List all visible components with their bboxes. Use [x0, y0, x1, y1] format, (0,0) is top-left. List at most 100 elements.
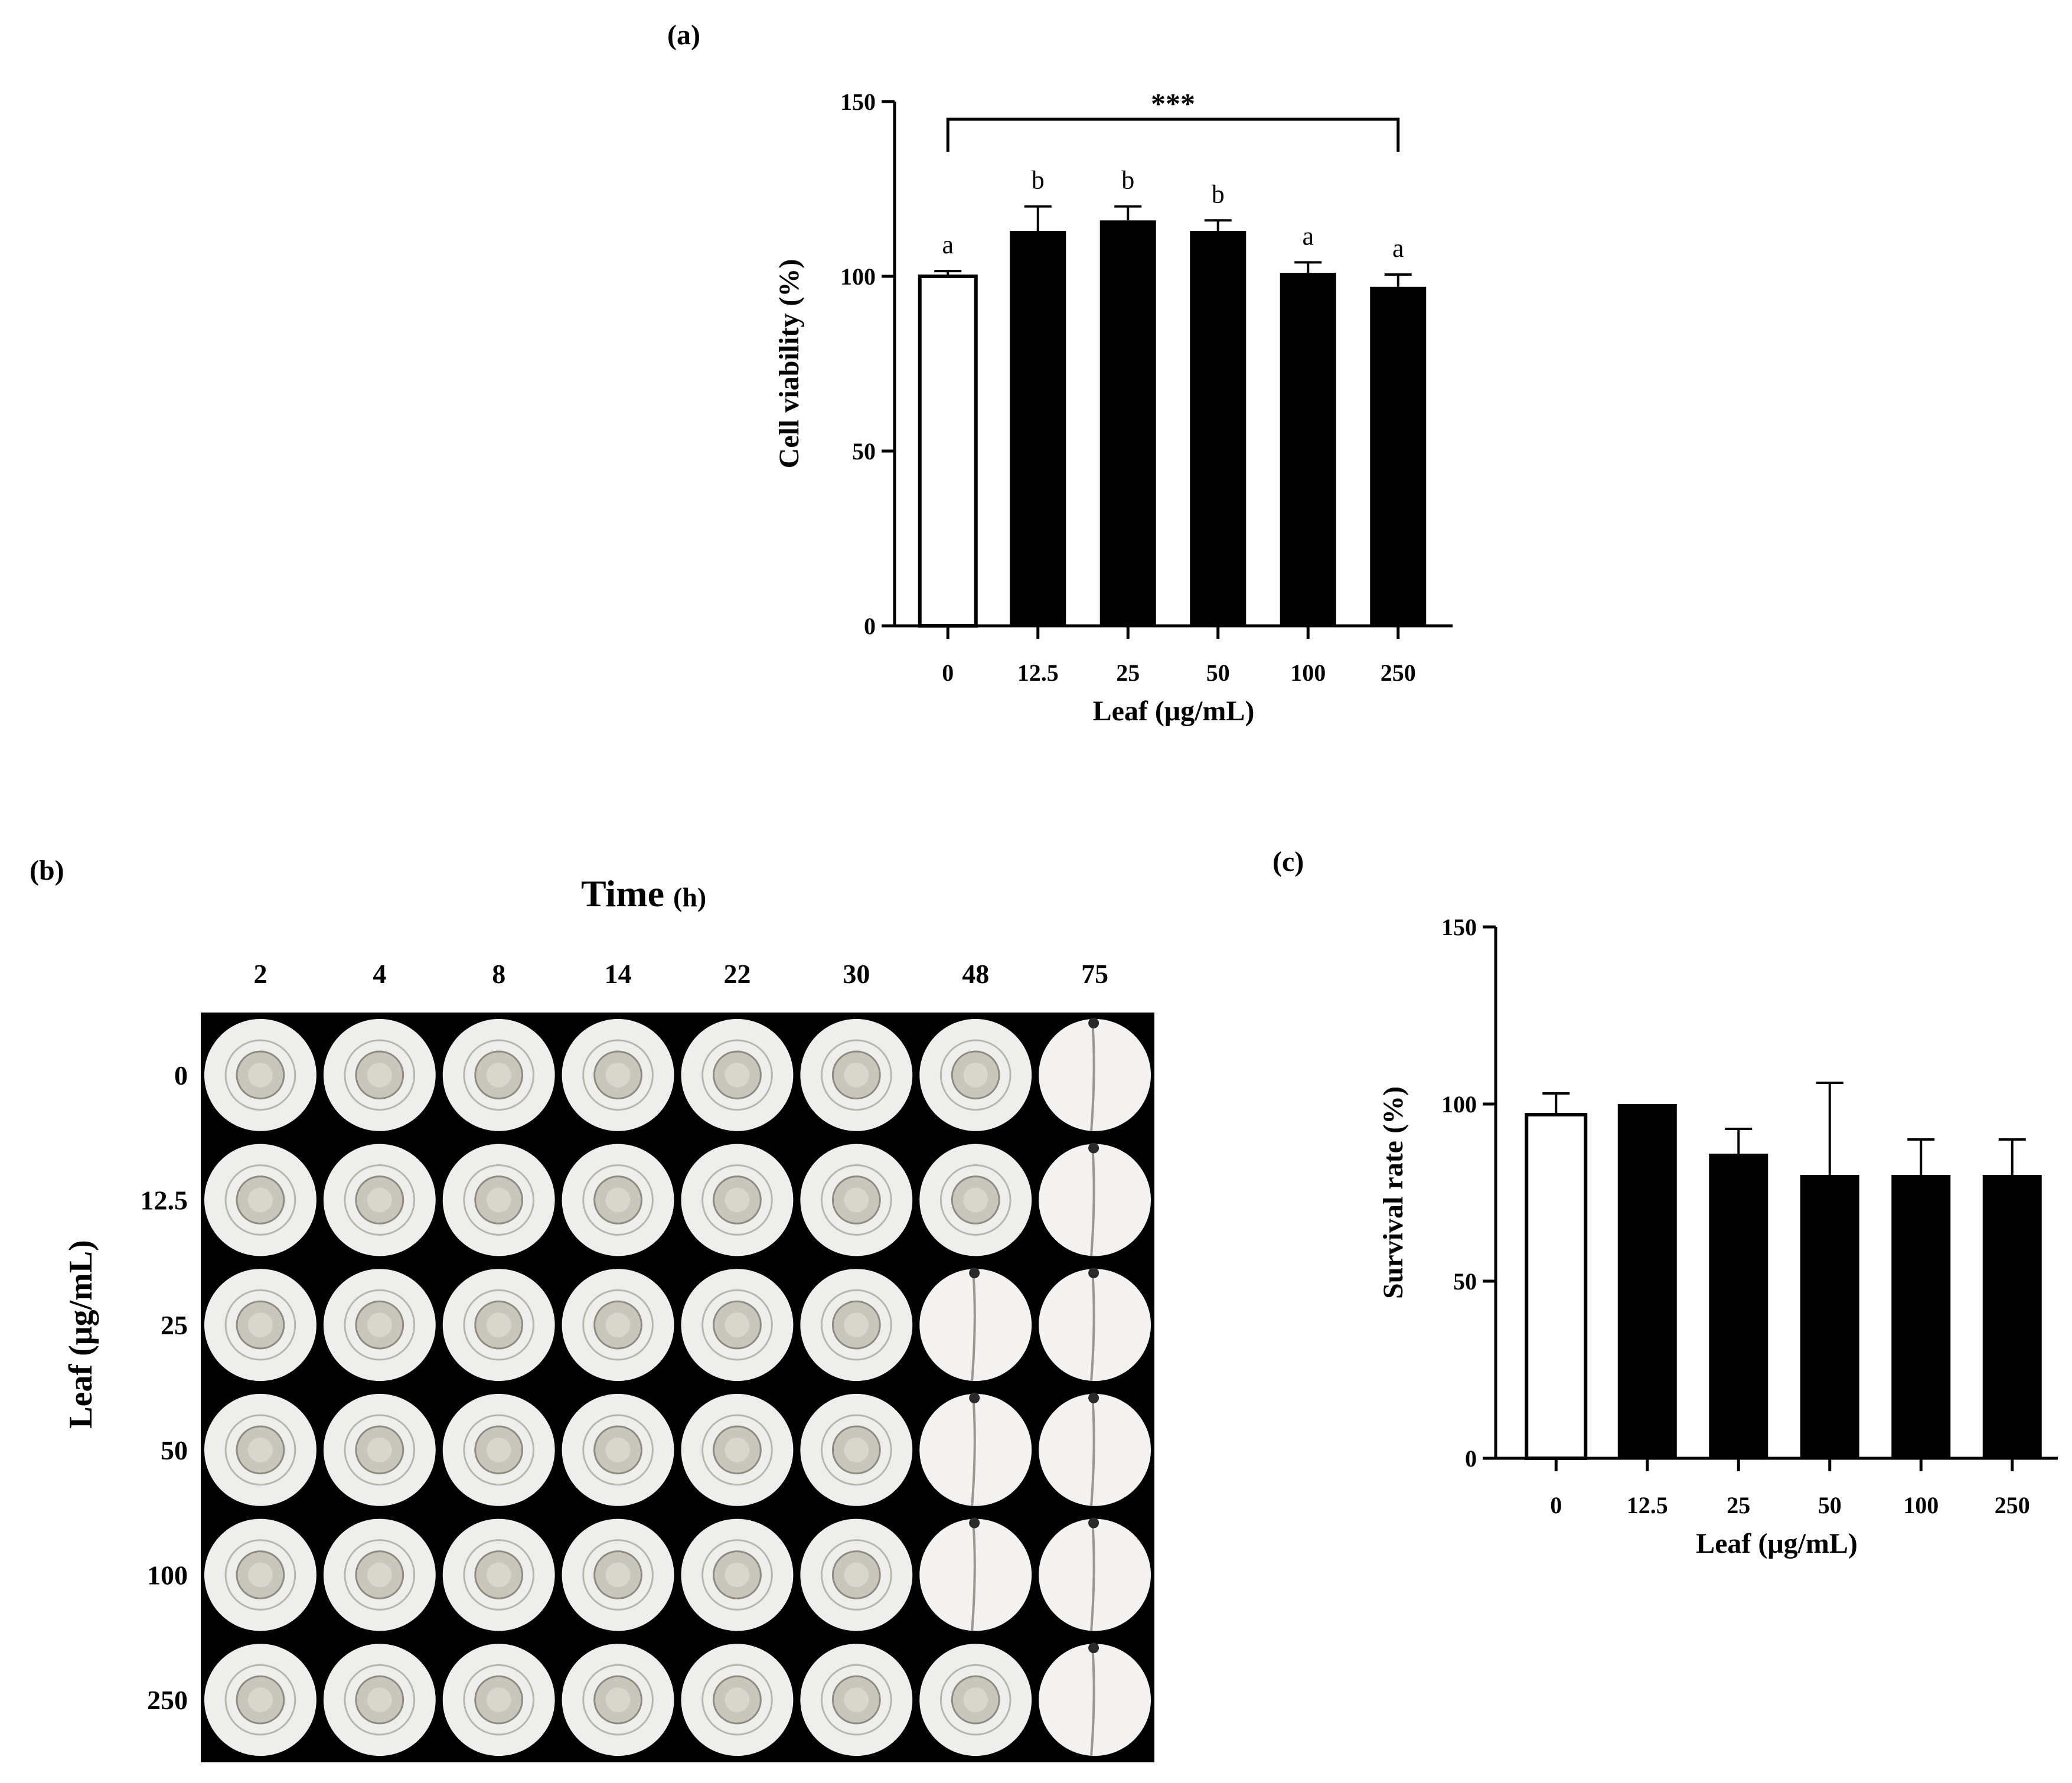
yolk-highlight [248, 1437, 273, 1462]
y-tick-label: 50 [852, 438, 876, 465]
embryo-well [442, 1144, 555, 1256]
bar [1099, 220, 1156, 626]
embryo-well [562, 1644, 674, 1756]
yolk-highlight [725, 1312, 750, 1338]
yolk-highlight [605, 1312, 631, 1338]
y-tick-label: 100 [1441, 1091, 1477, 1118]
larva-eye [1088, 1268, 1099, 1279]
embryo-well [562, 1144, 674, 1256]
bar [1982, 1175, 2042, 1458]
chorion-ring [820, 1664, 892, 1736]
image-grid-background [201, 1013, 1154, 1762]
chorion-ring [701, 1164, 773, 1236]
yolk-highlight [248, 1187, 273, 1213]
chorion-ring [463, 1039, 535, 1111]
embryo-well [681, 1144, 794, 1256]
embryo-well [919, 1268, 1032, 1382]
embryo-well [442, 1269, 555, 1382]
chorion-ring [224, 1039, 296, 1111]
embryo-well [1039, 1517, 1151, 1631]
chorion-ring [224, 1539, 296, 1611]
bar [1370, 286, 1427, 626]
embryo-well [204, 1269, 316, 1382]
cell-viability-chart: 0 50 100 150 0 a 12.5 b 25 b 50 b 100 a 250 a *** Leaf (μ… [774, 87, 1453, 727]
bar [1891, 1175, 1951, 1458]
bar [1709, 1154, 1768, 1458]
embryo-well [442, 1018, 555, 1131]
yolk-highlight [963, 1062, 988, 1088]
yolk-highlight [844, 1687, 869, 1713]
yolk-highlight [486, 1562, 511, 1588]
x-tick-label: 25 [1116, 659, 1140, 686]
embryo-well [800, 1519, 913, 1631]
yolk-highlight [844, 1187, 869, 1213]
yolk-highlight [248, 1687, 273, 1713]
larva-body [1090, 1647, 1095, 1756]
chorion-ring [701, 1039, 773, 1111]
yolk-highlight [367, 1187, 392, 1213]
embryo-well [442, 1519, 555, 1631]
panel-a-label: (a) [667, 19, 700, 51]
x-tick-label: 50 [1206, 659, 1230, 686]
yolk-highlight [605, 1437, 631, 1462]
significance-letter: a [942, 230, 954, 259]
dose-row-label: 250 [147, 1685, 188, 1715]
larva-eye [1088, 1642, 1099, 1654]
chorion-ring [344, 1414, 416, 1486]
time-column-label: 48 [962, 959, 989, 989]
yolk-highlight [725, 1187, 750, 1213]
embryo-well [562, 1269, 674, 1382]
larva-eye [1088, 1517, 1099, 1529]
yolk-highlight [367, 1437, 392, 1462]
embryo-well [1039, 1268, 1151, 1382]
chorion-ring [582, 1414, 654, 1486]
significance-letter: b [1212, 179, 1225, 208]
bar [1617, 1104, 1677, 1458]
time-column-label: 75 [1081, 959, 1108, 989]
dose-row-label: 12.5 [141, 1186, 188, 1216]
yolk-highlight [844, 1312, 869, 1338]
yolk-highlight [844, 1562, 869, 1588]
x-axis-title: Leaf (μg/mL) [1093, 695, 1255, 727]
larva-body [1090, 1021, 1095, 1131]
chorion-ring [224, 1664, 296, 1736]
x-tick-label: 12.5 [1627, 1492, 1668, 1519]
time-column-label: 4 [373, 959, 386, 989]
embryo-well [919, 1517, 1032, 1631]
yolk-highlight [605, 1062, 631, 1088]
larva-body [1090, 1272, 1095, 1382]
x-tick-label: 0 [1550, 1492, 1562, 1519]
embryo-well [1039, 1017, 1151, 1131]
embryo-well [323, 1393, 436, 1506]
time-column-label: 8 [492, 959, 505, 989]
embryo-well [1039, 1642, 1151, 1756]
y-tick-label: 0 [1465, 1445, 1477, 1472]
chorion-ring [582, 1289, 654, 1361]
significance-letter: b [1032, 166, 1045, 195]
embryo-well [562, 1018, 674, 1131]
panel-c-label: (c) [1272, 846, 1304, 877]
x-tick-label: 250 [1381, 659, 1416, 686]
yolk-highlight [486, 1062, 511, 1088]
embryo-image-grid: Time (h) Leaf (μg/mL) 2 4 8 14 22 30 48 75012.5… [63, 873, 1154, 1762]
y-tick-label: 50 [1453, 1268, 1477, 1295]
x-tick-label: 25 [1727, 1492, 1750, 1519]
embryo-well [323, 1644, 436, 1756]
significance-letter: a [1302, 221, 1314, 250]
chorion-ring [344, 1289, 416, 1361]
bar [1280, 273, 1336, 626]
dose-row-label: 50 [161, 1435, 188, 1465]
larva-eye [969, 1268, 980, 1279]
yolk-highlight [725, 1062, 750, 1088]
larva-eye [969, 1392, 980, 1403]
grid-title-unit: (h) [673, 882, 706, 912]
chorion-ring [582, 1039, 654, 1111]
chorion-ring [224, 1164, 296, 1236]
dose-row-label: 25 [161, 1310, 188, 1340]
chorion-ring [582, 1164, 654, 1236]
chorion-ring [820, 1539, 892, 1611]
embryo-well [919, 1144, 1032, 1256]
embryo-well [204, 1144, 316, 1256]
larva-body [971, 1396, 976, 1506]
